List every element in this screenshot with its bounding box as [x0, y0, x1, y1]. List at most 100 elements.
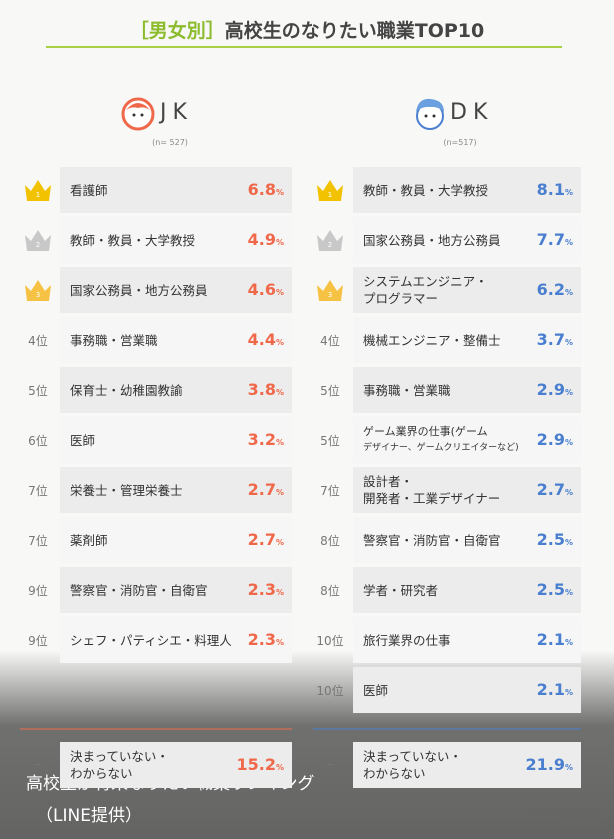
job: 医師	[70, 417, 95, 463]
value-unit: %	[564, 588, 573, 597]
row: 旅行業界の仕事 2.1%	[353, 617, 581, 663]
separator	[20, 728, 292, 730]
rank: 6位	[28, 434, 48, 448]
row: 事務職・営業職 2.9%	[353, 367, 581, 413]
value: 2.7%	[248, 517, 284, 563]
job-line: 設計者・	[363, 474, 414, 489]
value-number: 3.8	[247, 380, 276, 399]
rank: 8位	[320, 534, 340, 548]
value: 2.9%	[537, 417, 573, 463]
rank: 8位	[320, 584, 340, 598]
caption-line: （LINE提供）	[36, 806, 142, 826]
job: 警察官・消防官・自衛官	[363, 517, 501, 563]
value-number: 4.9	[247, 230, 276, 249]
value: 2.7%	[537, 467, 573, 513]
value-number: 2.3	[247, 580, 276, 599]
job: 事務職・営業職	[70, 317, 158, 363]
row: システムエンジニア・ プログラマー 6.2%	[353, 267, 581, 313]
job-line: 旅行業界の仕事	[363, 632, 451, 648]
job: 機械エンジニア・整備士	[363, 317, 501, 363]
value-number: 6.2	[536, 280, 565, 299]
crown-shape	[25, 280, 51, 301]
job: 設計者・開発者・工業デザイナー	[363, 467, 500, 513]
job-line: 事務職・営業職	[363, 382, 451, 398]
row: 看護師 6.8%	[60, 167, 292, 213]
job-line: 学者・研究者	[363, 582, 439, 598]
row: 設計者・開発者・工業デザイナー 2.7%	[353, 467, 581, 513]
crown	[25, 280, 51, 301]
job: シェフ・パティシエ・料理人	[70, 617, 232, 663]
value-number: 6.8	[247, 180, 276, 199]
value: 2.7%	[248, 467, 284, 513]
job-line: 教師・教員・大学教授	[363, 182, 489, 198]
value-unit: %	[564, 338, 573, 347]
rank: 5位	[320, 434, 340, 448]
job-line: 国家公務員・地方公務員	[363, 232, 501, 248]
separator	[313, 728, 581, 730]
job: 旅行業界の仕事	[363, 617, 451, 663]
value: 2.5%	[537, 517, 573, 563]
value: 4.4%	[248, 317, 284, 363]
value-number: 4.6	[247, 280, 276, 299]
job: 医師	[363, 667, 388, 713]
crown-shape	[317, 280, 343, 301]
row: 警察官・消防官・自衛官 2.5%	[353, 517, 581, 563]
title-tag: ［男女別］	[129, 20, 225, 42]
rank: 3	[35, 291, 41, 299]
job: 看護師	[70, 167, 108, 213]
value-number: 2.7	[247, 480, 276, 499]
value-unit: %	[275, 763, 284, 772]
value-unit: %	[275, 288, 284, 297]
value-number: 2.3	[247, 630, 276, 649]
value-unit: %	[275, 188, 284, 197]
rank: 1	[35, 191, 41, 199]
job-line: 機械エンジニア・整備士	[363, 332, 501, 348]
job: 国家公務員・地方公務員	[363, 217, 501, 263]
job: 教師・教員・大学教授	[70, 217, 195, 263]
value-unit: %	[564, 238, 573, 247]
job-line: 警察官・消防官・自衛官	[363, 532, 501, 548]
value-number: 8.1	[536, 180, 565, 199]
job-line: 医師	[70, 432, 96, 448]
dk-icon	[416, 98, 444, 130]
value-unit: %	[275, 438, 284, 447]
job-line: 開発者・工業デザイナー	[363, 491, 501, 506]
value-number: 15.2	[236, 755, 276, 774]
crown-shape	[25, 230, 51, 251]
value-unit: %	[564, 388, 573, 397]
value-unit: %	[275, 338, 284, 347]
rank: 7位	[28, 484, 48, 498]
row: 警察官・消防官・自衛官 2.3%	[60, 567, 292, 613]
job: 薬剤師	[70, 517, 108, 563]
job: システムエンジニア・ プログラマー	[363, 267, 488, 313]
row: 機械エンジニア・整備士 3.7%	[353, 317, 581, 363]
job: 事務職・営業職	[363, 367, 451, 413]
value-number: 4.4	[247, 330, 276, 349]
value-unit: %	[564, 288, 573, 297]
rank: 3	[327, 291, 333, 299]
value-number: 2.1	[536, 680, 565, 699]
value: 7.7%	[537, 217, 573, 263]
value-unit: %	[564, 188, 573, 197]
row: 国家公務員・地方公務員 4.6%	[60, 267, 292, 313]
value-unit: %	[564, 488, 573, 497]
rank: 9位	[28, 584, 48, 598]
value-unit: %	[564, 638, 573, 647]
value: 2.3%	[248, 617, 284, 663]
value: 8.1%	[537, 167, 573, 213]
value-unit: %	[564, 688, 573, 697]
job-line: 看護師	[70, 182, 108, 198]
value: 3.2%	[248, 417, 284, 463]
job: 決まっていない・ わからない	[70, 742, 169, 788]
value: 2.3%	[248, 567, 284, 613]
job-line: 薬剤師	[70, 532, 108, 548]
value-unit: %	[564, 763, 573, 772]
value-unit: %	[275, 388, 284, 397]
value-unit: %	[564, 438, 573, 447]
value-unit: %	[275, 238, 284, 247]
rank: 4位	[320, 334, 340, 348]
crown-shape	[25, 180, 51, 201]
job-line: システムエンジニア・	[363, 274, 488, 289]
row: 保育士・幼稚園教諭 3.8%	[60, 367, 292, 413]
